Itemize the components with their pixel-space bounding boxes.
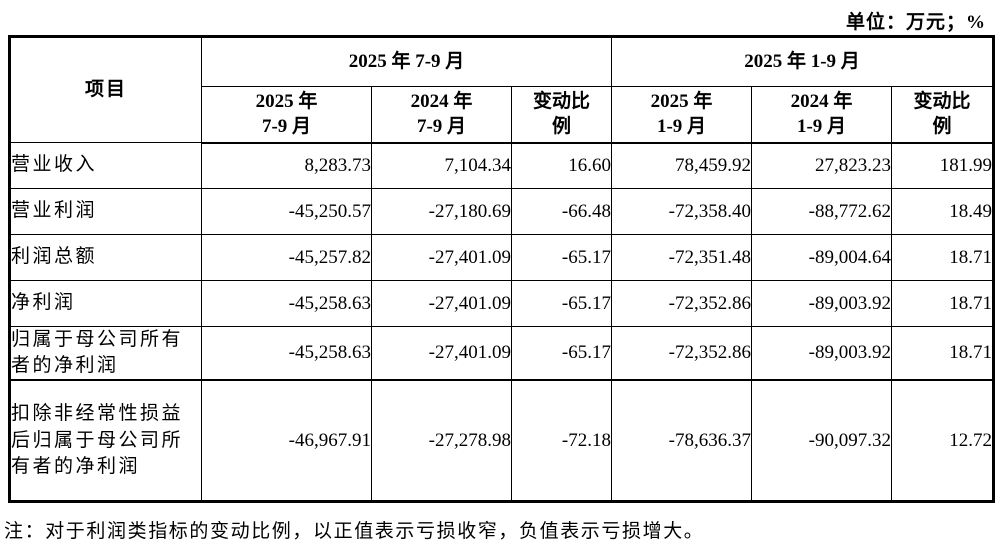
row-label-cell: 利润总额 — [9, 234, 202, 281]
item-column-header: 项目 — [9, 36, 202, 143]
column-group-ytd: 2025 年 1-9 月 — [610, 36, 995, 87]
value-cell: -45,257.82 — [201, 234, 372, 281]
value-cell: -88,772.62 — [751, 188, 892, 235]
sub-column-header: 2025 年 7-9 月 — [201, 86, 372, 144]
row-label-cell: 营业利润 — [9, 188, 202, 235]
value-cell: 12.72 — [890, 379, 995, 502]
value-cell: -78,636.37 — [611, 379, 752, 502]
value-cell: -72.18 — [511, 379, 612, 502]
table-row: 营业利润 -45,250.57 -27,180.69 -66.48 -72,35… — [9, 188, 995, 235]
sub-column-header-row: 2025 年 7-9 月 2024 年 7-9 月 变动比 例 2025 年 1… — [10, 86, 995, 144]
value-cell: 18.71 — [890, 326, 995, 381]
value-cell: 8,283.73 — [201, 142, 372, 189]
value-cell: 27,823.23 — [751, 142, 892, 189]
value-cell: 18.49 — [890, 188, 995, 235]
value-cell: -27,278.98 — [371, 379, 512, 502]
unit-label: 单位：万元；% — [845, 12, 986, 33]
column-group-q3: 2025 年 7-9 月 — [201, 36, 612, 87]
value-cell: -65.17 — [511, 280, 612, 327]
financial-results-table: 项目 2025 年 7-9 月 2025 年 1-9 月 2025 年 7-9 … — [8, 35, 996, 503]
column-group-header-row: 项目 2025 年 7-9 月 2025 年 1-9 月 — [9, 36, 995, 143]
value-cell: -27,401.09 — [371, 326, 512, 381]
table-row: 营业收入 8,283.73 7,104.34 16.60 78,459.92 2… — [9, 142, 995, 189]
sub-column-header: 变动比 例 — [890, 86, 995, 144]
value-cell: -45,250.57 — [201, 188, 372, 235]
value-cell: -89,003.92 — [751, 280, 892, 327]
value-cell: -72,351.48 — [611, 234, 752, 281]
value-cell: 7,104.34 — [371, 142, 512, 189]
sub-column-header: 变动比 例 — [511, 86, 612, 144]
row-label-cell: 营业收入 — [9, 142, 202, 189]
value-cell: 16.60 — [511, 142, 612, 189]
table-row: 净利润 -45,258.63 -27,401.09 -65.17 -72,352… — [9, 280, 995, 327]
table-row: 扣除非经常性损益后归属于母公司所有者的净利润 -46,967.91 -27,27… — [9, 379, 995, 502]
row-label-cell: 扣除非经常性损益后归属于母公司所有者的净利润 — [9, 379, 202, 502]
table-row: 利润总额 -45,257.82 -27,401.09 -65.17 -72,35… — [9, 234, 995, 281]
value-cell: -89,004.64 — [751, 234, 892, 281]
value-cell: -65.17 — [511, 326, 612, 381]
footnote: 注：对于利润类指标的变动比例，以正值表示亏损收窄，负值表示亏损增大。 — [4, 520, 705, 542]
sub-column-header: 2024 年 7-9 月 — [371, 86, 512, 144]
value-cell: -45,258.63 — [201, 326, 372, 381]
value-cell: -72,352.86 — [611, 280, 752, 327]
value-cell: -45,258.63 — [201, 280, 372, 327]
value-cell: 18.71 — [890, 234, 995, 281]
value-cell: 181.99 — [890, 142, 995, 189]
table-row: 归属于母公司所有者的净利润 -45,258.63 -27,401.09 -65.… — [9, 326, 995, 381]
value-cell: -65.17 — [511, 234, 612, 281]
value-cell: -27,401.09 — [371, 280, 512, 327]
value-cell: -27,401.09 — [371, 234, 512, 281]
value-cell: 78,459.92 — [611, 142, 752, 189]
value-cell: -72,358.40 — [611, 188, 752, 235]
value-cell: -66.48 — [511, 188, 612, 235]
sub-column-header: 2025 年 1-9 月 — [611, 86, 752, 144]
row-label-cell: 净利润 — [9, 280, 202, 327]
row-label-cell: 归属于母公司所有者的净利润 — [9, 326, 202, 381]
value-cell: -27,180.69 — [371, 188, 512, 235]
value-cell: -72,352.86 — [611, 326, 752, 381]
value-cell: 18.71 — [890, 280, 995, 327]
value-cell: -90,097.32 — [751, 379, 892, 502]
value-cell: -46,967.91 — [201, 379, 372, 502]
value-cell: -89,003.92 — [751, 326, 892, 381]
sub-column-header: 2024 年 1-9 月 — [751, 86, 892, 144]
